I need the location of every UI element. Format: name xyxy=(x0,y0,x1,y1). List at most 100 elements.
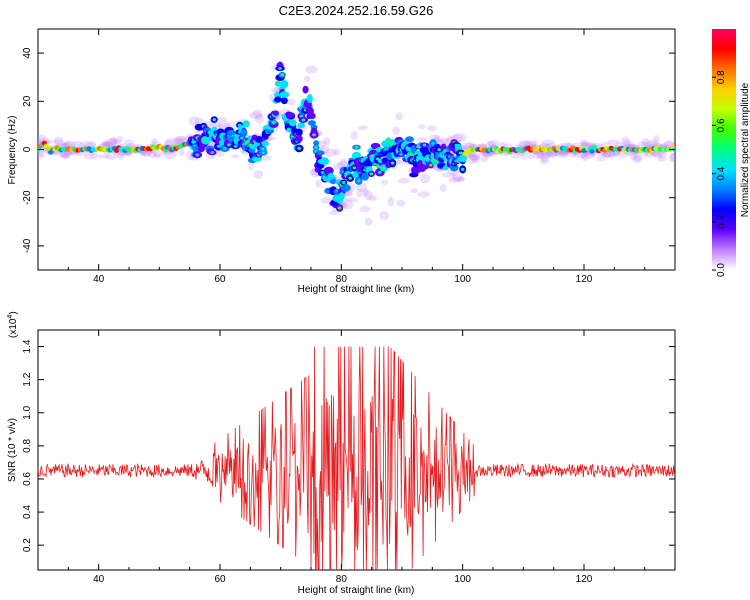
spectral-blob-core xyxy=(429,163,433,167)
spectral-blob-faint xyxy=(164,137,179,147)
spectral-blob-faint xyxy=(231,154,240,159)
spectral-blob-faint xyxy=(465,154,478,164)
snr-y-tick-label: 0.8 xyxy=(22,438,33,452)
spectral-blob-faint xyxy=(381,179,389,185)
spectral-blob-faint xyxy=(147,150,157,158)
spectral-blob-faint xyxy=(218,116,227,122)
spectral-blob-core xyxy=(356,179,361,183)
spectral-blob-faint xyxy=(38,152,45,160)
spectral-blob-faint xyxy=(531,140,539,145)
spectrogram-x-tick-label: 40 xyxy=(93,274,105,285)
spectral-blob-faint xyxy=(469,143,477,149)
snr-x-tick-label: 120 xyxy=(576,574,593,585)
spectral-blob-faint xyxy=(53,136,64,146)
spectral-blob-faint xyxy=(303,75,311,82)
spectrogram-x-tick-label: 80 xyxy=(336,274,348,285)
spectral-blob-faint xyxy=(252,109,263,119)
spectral-blob xyxy=(274,96,282,103)
spectral-blob-faint xyxy=(601,151,613,158)
spectral-blob-faint xyxy=(600,151,608,156)
spectral-blob-core xyxy=(354,145,359,149)
spectrogram-x-tick-label: 100 xyxy=(454,274,471,285)
spectral-blob-faint xyxy=(657,156,667,162)
spectral-blob xyxy=(320,157,330,165)
spectral-blob-faint xyxy=(652,150,667,159)
spectral-blob-core xyxy=(261,147,265,151)
spectral-blob-faint xyxy=(356,183,368,192)
spectrogram-data xyxy=(38,61,675,226)
spectral-blob-core xyxy=(437,148,442,152)
colorbar-tick-label: 0.8 xyxy=(716,70,727,84)
snr-y-label: SNR (10 * v/v) xyxy=(7,418,18,482)
snr-y-tick-label: 1.2 xyxy=(22,372,33,386)
spectral-blob-core xyxy=(460,167,465,171)
spectrogram-x-tick-label: 60 xyxy=(214,274,226,285)
spectrogram-blobs xyxy=(38,61,675,226)
spectral-blob-faint xyxy=(441,172,456,178)
spectral-blob-faint xyxy=(641,137,650,146)
spectral-blob-faint xyxy=(418,124,426,130)
spectral-blob-faint xyxy=(663,140,675,148)
spectral-blob-faint xyxy=(379,211,390,221)
spectral-blob-core xyxy=(223,146,227,150)
spectral-blob-faint xyxy=(623,139,631,148)
spectral-blob-core xyxy=(458,151,463,155)
spectral-blob-core xyxy=(431,142,435,146)
spectral-blob xyxy=(361,172,369,181)
spectral-blob-faint xyxy=(540,154,550,163)
spectral-blob-faint xyxy=(61,142,70,148)
spectral-blob-faint xyxy=(367,195,378,201)
spectral-blob-faint xyxy=(112,139,122,144)
spectral-blob-faint xyxy=(151,138,158,143)
spectral-blob-core xyxy=(433,159,437,163)
spectral-blob-faint xyxy=(305,65,318,74)
spectral-blob xyxy=(46,146,52,152)
spectral-blob-faint xyxy=(109,137,118,145)
spectral-blob-faint xyxy=(392,126,400,136)
spectral-blob-faint xyxy=(261,155,271,161)
spectral-blob-faint xyxy=(579,141,589,147)
spectral-blob-faint xyxy=(117,151,125,161)
spectral-blob-faint xyxy=(80,140,92,147)
spectral-blob-core xyxy=(352,166,357,170)
colorbar-tick-label: 0.0 xyxy=(716,263,727,277)
spectral-blob-core xyxy=(227,143,231,147)
spectral-blob xyxy=(442,165,449,171)
snr-x-tick-label: 60 xyxy=(214,574,226,585)
spectral-blob-faint xyxy=(451,174,463,181)
spectral-blob-core xyxy=(254,157,259,161)
spectral-blob-faint xyxy=(536,152,546,159)
spectral-blob-faint xyxy=(363,190,373,200)
spectrogram-panel: 40 60 80 100 120 -40 -20 0 20 40 Height of straig… xyxy=(7,28,676,295)
spectral-blob-faint xyxy=(487,139,500,148)
spectrogram-y-tick-label: 20 xyxy=(22,95,33,107)
spectral-blob-faint xyxy=(173,135,187,143)
spectral-blob-faint xyxy=(580,139,588,147)
spectral-blob-faint xyxy=(52,139,64,144)
spectral-blob xyxy=(316,150,325,156)
spectral-blob xyxy=(279,91,290,98)
spectral-blob xyxy=(313,140,320,146)
spectral-blob-faint xyxy=(163,149,177,160)
chart-title: C2E3.2024.252.16.59.G26 xyxy=(279,3,434,18)
spectral-blob-faint xyxy=(480,156,488,163)
spectral-blob xyxy=(261,140,269,147)
colorbar-tick-label: 0.4 xyxy=(716,166,727,180)
spectral-blob-faint xyxy=(440,183,447,192)
spectral-blob-faint xyxy=(340,158,347,167)
spectral-blob-faint xyxy=(359,205,371,213)
snr-x-tick-label: 40 xyxy=(93,574,105,585)
spectral-blob-faint xyxy=(653,135,660,143)
snr-y-tick-label: 0.6 xyxy=(22,472,33,486)
snr-multiplier: (x104) xyxy=(7,311,19,338)
spectral-blob-faint xyxy=(318,145,325,150)
spectral-blob-faint xyxy=(104,154,117,160)
spectral-blob-core xyxy=(409,153,414,157)
spectral-blob-faint xyxy=(176,137,184,143)
spectral-blob-faint xyxy=(546,150,558,158)
spectral-blob-core xyxy=(337,206,342,210)
spectral-blob-core xyxy=(312,133,316,137)
colorbar-tick-label: 0.6 xyxy=(716,118,727,132)
spectrogram-y-tick-label: -40 xyxy=(22,238,33,253)
